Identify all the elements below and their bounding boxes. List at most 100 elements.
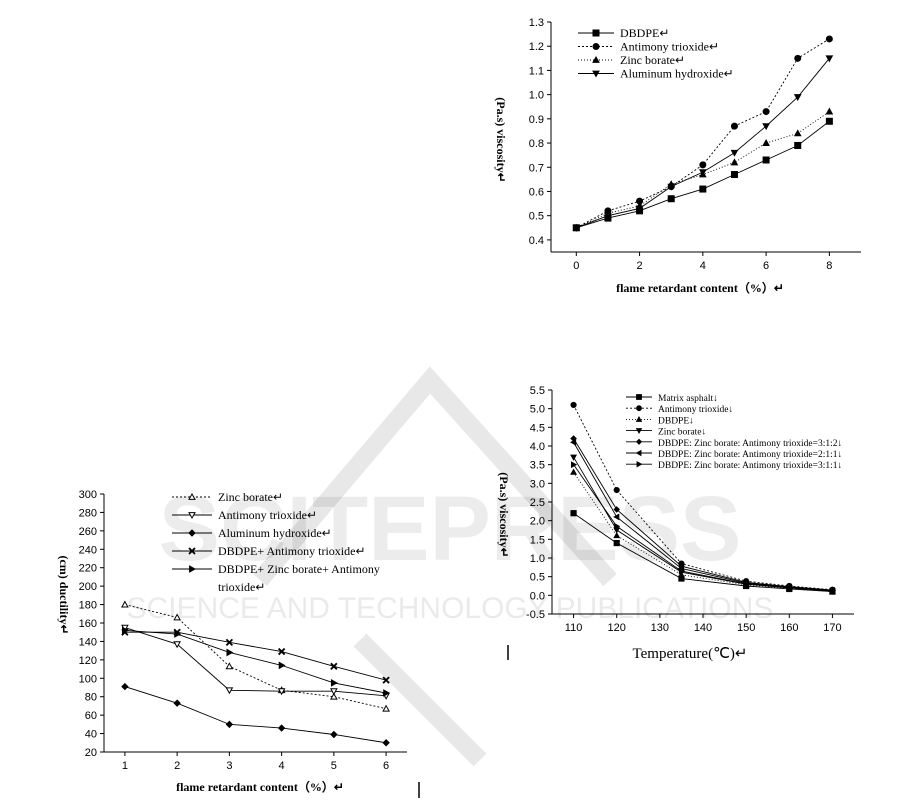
legend-label: Matrix asphalt↓ [658,394,718,404]
legend-label: Zinc borate↓ [658,428,706,438]
data-point [730,171,738,179]
legend-marker [188,547,196,555]
legend-label: DBDPE: Zinc borate: Antimony trioxide=3:… [658,461,842,471]
legend-marker [188,512,196,520]
y-axis-title: (Pa.s) viscosity↵ [497,472,511,557]
legend-label: DBDPE↓ [658,416,694,426]
y-axis-title: (Pa.s) viscosity↵ [494,97,508,182]
x-tick-label: 1 [122,760,128,772]
chart-viscosity-vs-temperature: -0.5 0.0 0.5 1.0 1.5 2.0 2.5 3.0 3.5 4.0 4.5 5.0 5.5… [497,385,854,662]
legend: Matrix asphalt↓Antimony trioxide↓DBDPE↓ Z… [626,394,842,471]
data-point [277,724,286,732]
series-0 [570,510,836,595]
legend-label: Zinc borate↵ [620,53,685,67]
series-1 [572,35,833,232]
data-point [278,661,286,670]
x-tick-label: 0 [573,260,579,272]
x-tick-label: 140 [694,622,712,634]
data-point [698,169,707,177]
y-tick-label: 220 [79,563,97,575]
series-4 [121,626,391,697]
y-tick-label: 300 [79,489,97,501]
data-point [121,626,129,635]
legend-marker [592,55,600,63]
x-tick-label: 6 [763,260,769,272]
x-axis-title: flame retardant content（%）↵ [616,280,784,295]
series-3 [572,55,834,232]
legend-marker [636,460,643,468]
y-tick-label: 1.2 [529,41,544,53]
data-point [225,687,234,695]
legend-marker [636,394,642,400]
series-line [124,627,387,697]
data-point [226,648,234,657]
data-point [667,195,675,203]
data-point [225,638,234,646]
y-tick-label: 160 [79,618,97,630]
legend-label: DBDPE: Zinc borate: Antimony trioxide=3:… [658,439,842,449]
x-tick-label: 6 [383,760,389,772]
y-tick-label: 0.5 [529,211,544,223]
x-tick-label: 8 [826,260,832,272]
data-point [173,699,181,707]
data-point [613,486,620,494]
legend-label: DBDPE: Zinc borate: Antimony trioxide=2:… [658,450,842,460]
series-line [573,512,833,593]
legend-label: DBDPE+ Antimony trioxide↵ [218,544,366,558]
data-point [793,129,802,137]
x-tick-label: 130 [651,622,669,634]
y-tick-label: 1.0 [530,553,545,565]
data-point [678,567,686,575]
series-line [124,631,387,681]
y-tick-label: 0.9 [529,114,544,126]
data-point [794,141,802,149]
data-point [762,123,770,131]
y-axis-title: (cm) ductility↵ [57,555,71,634]
legend-label: Antimony trioxide↵ [218,508,317,522]
y-tick-label: 200 [79,581,97,593]
data-point [613,531,621,539]
y-tick-label: 120 [79,655,97,667]
data-point [743,580,750,588]
legend-marker [635,428,643,435]
y-tick-label: 0.6 [529,186,544,198]
x-tick-label: 4 [700,260,706,272]
data-point [572,224,581,232]
data-point [825,35,833,43]
x-tick-label: 120 [608,622,626,634]
data-point [699,161,707,169]
x-tick-label: 160 [780,622,798,634]
x-tick-label: 5 [331,760,337,772]
y-tick-label: 0.4 [529,235,544,247]
y-tick-label: 80 [85,692,97,704]
data-point [730,158,739,166]
chart-viscosity-vs-content: 0.4 0.5 0.6 0.7 0.8 0.9 1.0 1.1 1.2 1.3 0 2 4 6 8 flame… [494,17,861,295]
series-2 [121,682,390,747]
data-point [277,688,286,696]
x-axis-title: Temperature(℃)↵ [633,646,748,662]
data-point [330,679,338,687]
data-point [277,647,286,656]
data-point [825,117,833,125]
data-point [699,185,707,193]
data-point [330,662,338,670]
data-point [382,739,390,747]
x-tick-label: 110 [565,622,583,634]
y-tick-label: 1.3 [529,17,544,29]
legend-marker [635,415,643,422]
x-tick-label: 2 [637,260,643,272]
data-point [570,461,578,469]
data-point [604,212,612,220]
y-tick-label: 0.8 [529,138,544,150]
legend-label: Aluminum hydroxide↵ [218,526,332,540]
series-line [124,686,387,744]
legend-marker [635,449,642,457]
x-tick-label: 2 [174,760,180,772]
legend-label: Antimony trioxide↵ [620,40,719,54]
data-point [614,522,621,530]
data-point [667,183,676,191]
y-tick-label: 20 [85,747,97,759]
y-tick-label: 0.7 [529,162,544,174]
series-line [573,464,833,592]
x-tick-label: 150 [737,622,755,634]
